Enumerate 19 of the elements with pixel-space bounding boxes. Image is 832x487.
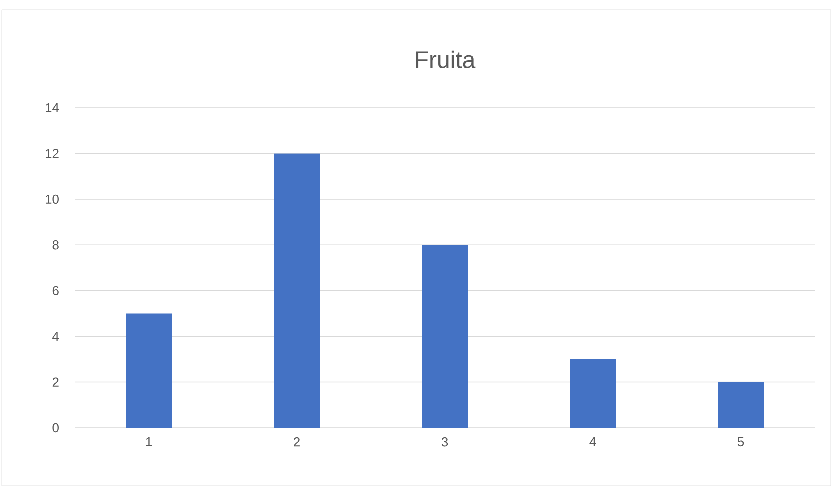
- x-tick-label: 1: [146, 438, 152, 446]
- y-tick-label: 10: [46, 194, 59, 204]
- x-tick-label: 5: [738, 438, 744, 447]
- y-tick-label: 14: [46, 104, 60, 112]
- bar: [126, 314, 172, 428]
- chart-title: Fruita: [416, 50, 476, 68]
- y-tick-label: 6: [52, 286, 59, 296]
- y-tick-label: 8: [52, 240, 59, 250]
- y-tick-label: 12: [46, 149, 59, 158]
- bar: [718, 382, 764, 428]
- bar: [570, 359, 616, 428]
- bar: [274, 154, 320, 428]
- bar: [422, 245, 468, 428]
- y-tick-label: 0: [52, 423, 59, 433]
- y-tick-label: 4: [52, 332, 60, 342]
- x-tick-label: 4: [590, 438, 596, 446]
- x-tick-label: 2: [294, 438, 300, 447]
- y-tick-label: 2: [52, 378, 59, 387]
- x-tick-label: 3: [442, 438, 448, 447]
